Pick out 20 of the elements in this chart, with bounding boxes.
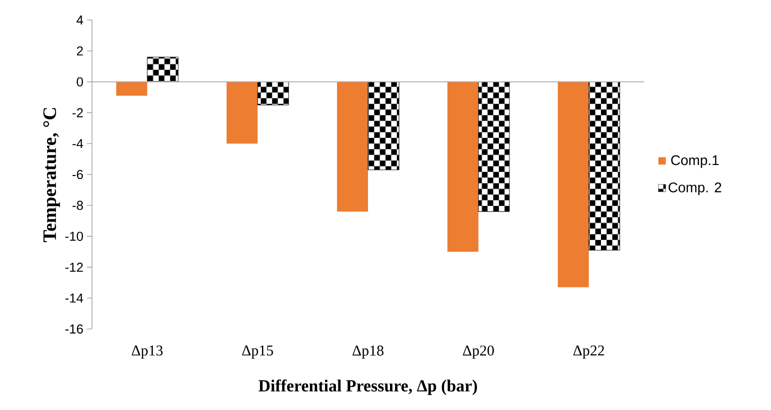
y-tick-label: -8	[72, 200, 83, 210]
legend-label: Comp. 2	[668, 182, 722, 196]
x-axis-title: Differential Pressure, Δp (bar)	[258, 379, 477, 396]
x-tick-label: Δp20	[462, 346, 494, 359]
y-tick-label: -4	[72, 139, 84, 148]
x-tick-label: Δp13	[132, 346, 163, 359]
y-tick-label: -16	[65, 324, 83, 334]
x-tick-label: Δp15	[242, 346, 274, 359]
x-tick-label: Δp18	[352, 346, 384, 359]
y-tick-label: -14	[65, 294, 84, 303]
y-tick-label: 2	[76, 46, 83, 56]
y-tick-label: -10	[65, 232, 83, 241]
y-tick-label: -12	[65, 262, 83, 272]
x-tick-label: Δp22	[573, 346, 604, 359]
y-axis-title: Temperature, °C	[43, 108, 60, 242]
legend-label: Comp.1	[671, 155, 719, 168]
y-tick-label: 0	[76, 77, 83, 86]
y-tick-label: 4	[76, 16, 84, 24]
y-tick-label: -6	[72, 170, 83, 180]
y-tick-label: -2	[72, 108, 83, 118]
